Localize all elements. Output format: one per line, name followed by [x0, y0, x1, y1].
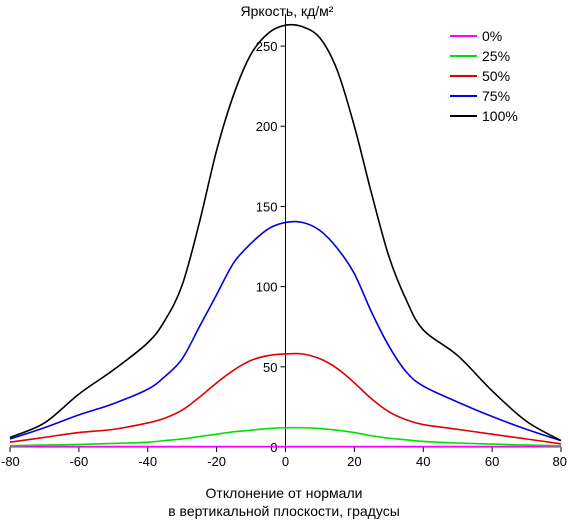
- x-tick-label: 40: [416, 454, 430, 469]
- axes: -80 -60 -40 -20 0 20 40 60 80 0 50 100 150 200 250: [1, 14, 567, 469]
- y-tick-label: 100: [256, 280, 278, 295]
- series-layer: [9, 23, 562, 448]
- x-tick-label: -40: [138, 454, 157, 469]
- y-tick-label: 0: [270, 440, 277, 455]
- x-tick-label: -60: [69, 454, 88, 469]
- y-tick-label: 50: [263, 360, 277, 375]
- x-tick-label: 20: [347, 454, 361, 469]
- series-line-1: [9, 426, 562, 447]
- x-tick-label: -20: [207, 454, 226, 469]
- y-tick-label: 150: [256, 199, 278, 214]
- x-tick-label: -80: [1, 454, 20, 469]
- x-axis-title-line1: Отклонение от нормали: [206, 485, 363, 501]
- y-tick-label: 250: [256, 39, 278, 54]
- legend-label: 50%: [482, 68, 510, 84]
- x-axis-title-line2: в вертикальной плоскости, градусы: [168, 503, 400, 519]
- legend-label: 75%: [482, 88, 510, 104]
- legend-label: 25%: [482, 48, 510, 64]
- y-tick-label: 200: [256, 119, 278, 134]
- y-axis-title: Яркость, кд/м²: [241, 3, 334, 19]
- series-line-2: [9, 352, 562, 445]
- series-line-4: [9, 23, 562, 442]
- legend-label: 0%: [482, 28, 502, 44]
- x-tick-label: 60: [485, 454, 499, 469]
- legend-label: 100%: [482, 108, 518, 124]
- x-tick-label: 0: [282, 454, 289, 469]
- x-tick-label: 80: [553, 454, 567, 469]
- legend: 0% 25% 50% 75% 100%: [450, 28, 518, 124]
- series-line-3: [9, 220, 562, 442]
